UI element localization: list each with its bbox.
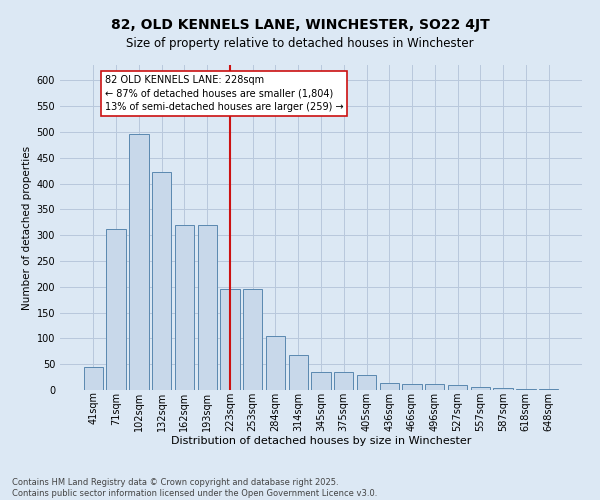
Bar: [266, 336, 285, 390]
Bar: [220, 290, 239, 390]
Text: 82 OLD KENNELS LANE: 228sqm
← 87% of detached houses are smaller (1,804)
13% of : 82 OLD KENNELS LANE: 228sqm ← 87% of det…: [105, 76, 343, 112]
Y-axis label: Number of detached properties: Number of detached properties: [22, 146, 32, 310]
Bar: [380, 384, 399, 390]
Bar: [243, 290, 262, 390]
Bar: [448, 385, 467, 390]
Bar: [357, 374, 376, 390]
Bar: [516, 389, 536, 390]
Bar: [425, 384, 445, 390]
Bar: [289, 355, 308, 390]
Bar: [175, 225, 194, 390]
Bar: [470, 387, 490, 390]
Bar: [129, 134, 149, 390]
Bar: [493, 388, 513, 390]
Bar: [197, 225, 217, 390]
Bar: [84, 367, 103, 390]
Bar: [539, 389, 558, 390]
Bar: [311, 372, 331, 390]
X-axis label: Distribution of detached houses by size in Winchester: Distribution of detached houses by size …: [171, 436, 471, 446]
Text: 82, OLD KENNELS LANE, WINCHESTER, SO22 4JT: 82, OLD KENNELS LANE, WINCHESTER, SO22 4…: [110, 18, 490, 32]
Text: Size of property relative to detached houses in Winchester: Size of property relative to detached ho…: [126, 38, 474, 51]
Bar: [403, 384, 422, 390]
Bar: [334, 372, 353, 390]
Bar: [152, 172, 172, 390]
Text: Contains HM Land Registry data © Crown copyright and database right 2025.
Contai: Contains HM Land Registry data © Crown c…: [12, 478, 377, 498]
Bar: [106, 228, 126, 390]
